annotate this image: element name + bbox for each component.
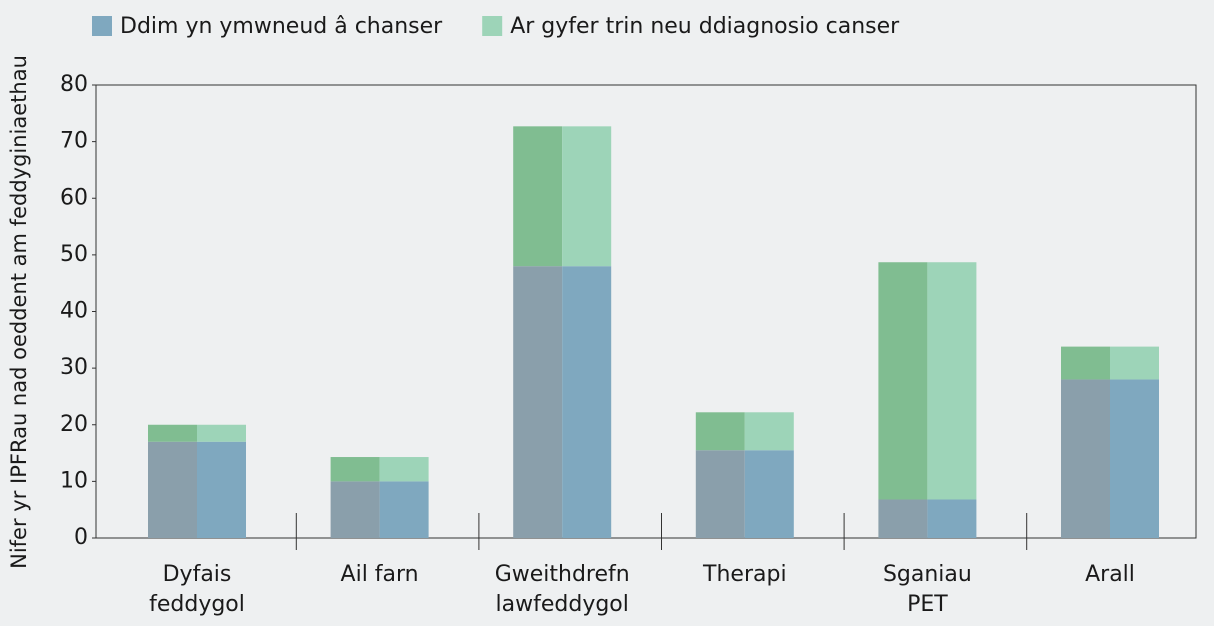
bar-segment <box>1061 346 1110 380</box>
bar-segment <box>878 499 928 538</box>
bar-segment-highlight <box>562 266 612 538</box>
legend-label: Ddim yn ymwneud â chanser <box>120 14 443 39</box>
y-axis-label: Nifer yr IPFRau nad oeddent am feddygini… <box>7 55 31 569</box>
y-tick-label: 30 <box>60 355 88 380</box>
bar-segment <box>1061 379 1110 538</box>
bar-segment <box>513 126 563 267</box>
y-tick-label: 40 <box>60 299 88 324</box>
x-tick-label: Therapi <box>702 562 787 587</box>
y-tick-label: 10 <box>60 468 88 493</box>
bar-segment-highlight <box>744 450 794 538</box>
bar-segment <box>513 266 563 538</box>
x-tick-label: Ail farn <box>341 562 419 587</box>
bar-segment <box>695 412 745 451</box>
legend-swatch <box>92 16 112 36</box>
bar-segment-highlight <box>1110 379 1159 538</box>
bar-segment-highlight <box>927 499 977 538</box>
x-tick-label: Dyfais feddygol <box>149 562 245 617</box>
legend-swatch <box>482 16 503 36</box>
bar-segment <box>330 481 380 538</box>
bar-segment <box>330 457 380 482</box>
bar-segment-highlight <box>1110 346 1159 380</box>
y-tick-label: 70 <box>60 129 88 154</box>
legend-label: Ar gyfer trin neu ddiagnosio canser <box>510 14 900 39</box>
bar-segment-highlight <box>197 424 246 442</box>
bar-segment-highlight <box>927 262 977 500</box>
y-tick-label: 60 <box>60 185 88 210</box>
x-tick-label: Gweithdrefn lawfeddygol <box>495 562 630 617</box>
bar-segment-highlight <box>197 441 246 538</box>
x-tick-label: Arall <box>1085 562 1135 587</box>
y-tick-label: 0 <box>74 525 88 550</box>
bar-segment-highlight <box>744 412 794 451</box>
x-tick-label: Sganiau PET <box>883 562 972 617</box>
bar-segment <box>148 424 197 442</box>
bar-segment-highlight <box>379 457 429 482</box>
y-tick-label: 20 <box>60 412 88 437</box>
bar-segment <box>878 262 928 500</box>
bar-segment <box>695 450 745 538</box>
bar-segment <box>148 441 197 538</box>
y-tick-label: 80 <box>60 72 88 97</box>
bar-segment-highlight <box>562 126 612 267</box>
y-tick-label: 50 <box>60 242 88 267</box>
bar-segment-highlight <box>379 481 429 538</box>
